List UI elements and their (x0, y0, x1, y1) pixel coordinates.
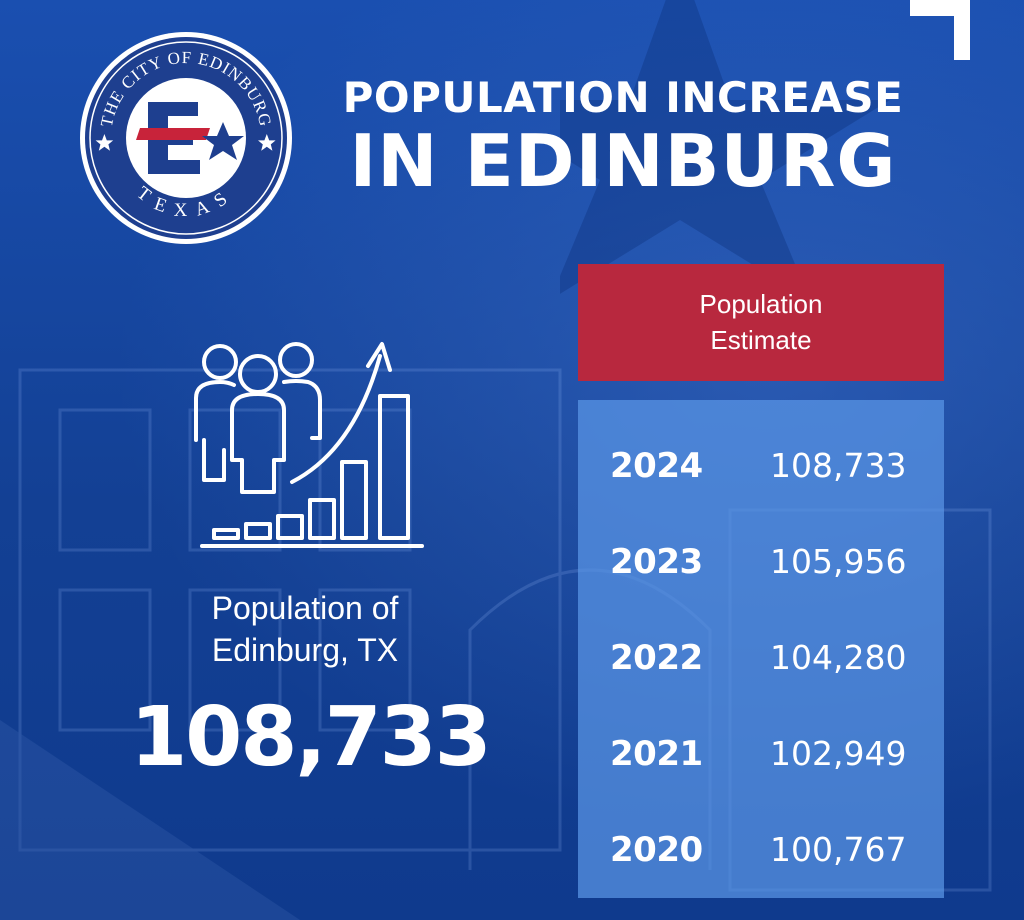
city-seal-logo: THE CITY OF EDINBURG TEXAS (80, 32, 292, 244)
row-year: 2022 (610, 638, 703, 678)
corner-bracket-mark (910, 0, 970, 60)
row-value: 100,767 (770, 830, 907, 869)
population-table: 2024 108,733 2023 105,956 2022 104,280 2… (578, 400, 944, 898)
table-header-line-1: Population (699, 289, 823, 320)
row-year: 2021 (610, 734, 703, 774)
population-label-line-1: Population of (211, 590, 399, 626)
table-row: 2024 108,733 (578, 438, 944, 498)
title-line-1: POPULATION INCREASE (342, 73, 904, 122)
table-row: 2022 104,280 (578, 630, 944, 690)
title-line-2: IN EDINBURG (349, 119, 897, 204)
population-label: Population of Edinburg, TX (150, 588, 460, 671)
page-title: POPULATION INCREASE IN EDINBURG (318, 73, 928, 204)
table-row: 2021 102,949 (578, 726, 944, 786)
population-growth-icon (194, 342, 424, 548)
table-row: 2023 105,956 (578, 534, 944, 594)
table-header: Population Estimate (578, 264, 944, 381)
row-value: 108,733 (770, 446, 907, 485)
table-header-line-2: Estimate (710, 324, 812, 355)
row-year: 2024 (610, 446, 703, 486)
row-value: 105,956 (770, 542, 907, 581)
population-label-line-2: Edinburg, TX (211, 631, 399, 668)
star-background (560, 0, 890, 300)
row-value: 104,280 (770, 638, 907, 677)
e-monogram (136, 102, 244, 174)
row-year: 2023 (610, 542, 703, 582)
population-value: 108,733 (130, 690, 491, 785)
row-year: 2020 (610, 830, 703, 870)
row-value: 102,949 (770, 734, 907, 773)
table-row: 2020 100,767 (578, 822, 944, 882)
